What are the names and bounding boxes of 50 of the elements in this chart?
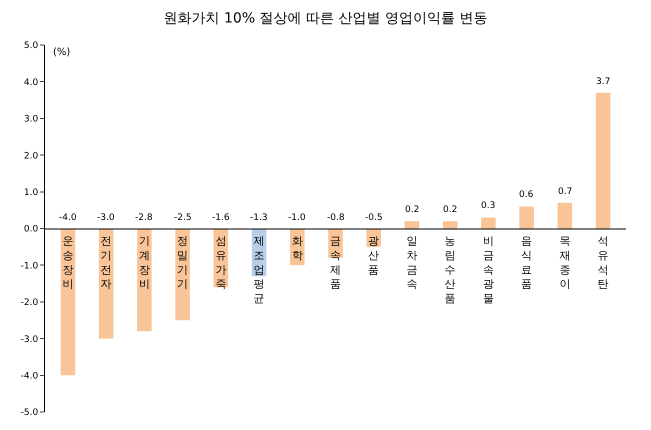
x-tick-label: 전기전자 (100, 234, 112, 291)
x-tick-label: 광산품 (368, 234, 380, 276)
x-tick-label: 섬유가죽 (215, 234, 226, 291)
y-axis-title: (%) (53, 47, 70, 58)
data-label: 3.7 (596, 77, 610, 87)
bar (404, 221, 420, 228)
x-tick-label: 제조업 평균 (254, 234, 265, 305)
x-tick-label: 목재종이 (559, 234, 570, 291)
y-tick-label: -3.0 (20, 334, 38, 345)
x-tick-label: 비금속광물 (482, 234, 494, 305)
x-tick-label: 정밀기기 (177, 234, 188, 291)
x-tick-label: 석유석탄 (598, 234, 609, 291)
y-tick-label: -5.0 (20, 408, 38, 418)
data-label: -4.0 (59, 213, 77, 223)
data-label: 0.2 (443, 205, 458, 215)
y-tick-label: -1.0 (20, 261, 38, 272)
y-tick-label: 5.0 (24, 41, 38, 52)
data-label: 0.7 (558, 187, 572, 197)
bar (596, 92, 610, 228)
data-label: -3.0 (97, 213, 115, 223)
bar (60, 228, 76, 376)
bar (442, 221, 458, 228)
x-tick-label: 운송장비 (62, 234, 74, 291)
data-label: -1.0 (288, 213, 306, 223)
y-tick-label: -2.0 (20, 298, 38, 308)
data-label: -2.5 (174, 213, 192, 223)
bar (558, 202, 572, 228)
x-tick-label: 농림수산품 (444, 234, 456, 305)
data-label: 0.2 (405, 205, 420, 215)
data-label: -0.5 (365, 213, 383, 223)
data-label: -1.6 (212, 213, 230, 223)
chart-title: 원화가치 10% 절상에 따른 산업별 영업이익률 변동 (164, 10, 488, 27)
data-label: -1.3 (250, 213, 268, 223)
y-tick-label: 1.0 (24, 188, 38, 198)
y-tick-label: 0.0 (24, 224, 38, 235)
data-label: 0.6 (519, 190, 534, 200)
data-label: -2.8 (135, 213, 153, 223)
data-label: -0.8 (327, 213, 345, 223)
data-label: 0.3 (481, 201, 496, 211)
y-tick-label: -4.0 (20, 371, 38, 382)
y-tick-label: 3.0 (24, 114, 38, 125)
x-tick-label: 일차금속 (406, 234, 418, 291)
y-tick-label: 2.0 (24, 151, 38, 162)
y-tick-label: 4.0 (24, 78, 38, 88)
x-tick-label: 화학 (292, 234, 303, 262)
x-tick-label: 기계장비 (138, 234, 150, 291)
bar (519, 206, 534, 228)
x-tick-label: 금속제품 (330, 234, 341, 291)
bar (481, 217, 496, 228)
x-tick-label: 음식료품 (521, 234, 532, 291)
